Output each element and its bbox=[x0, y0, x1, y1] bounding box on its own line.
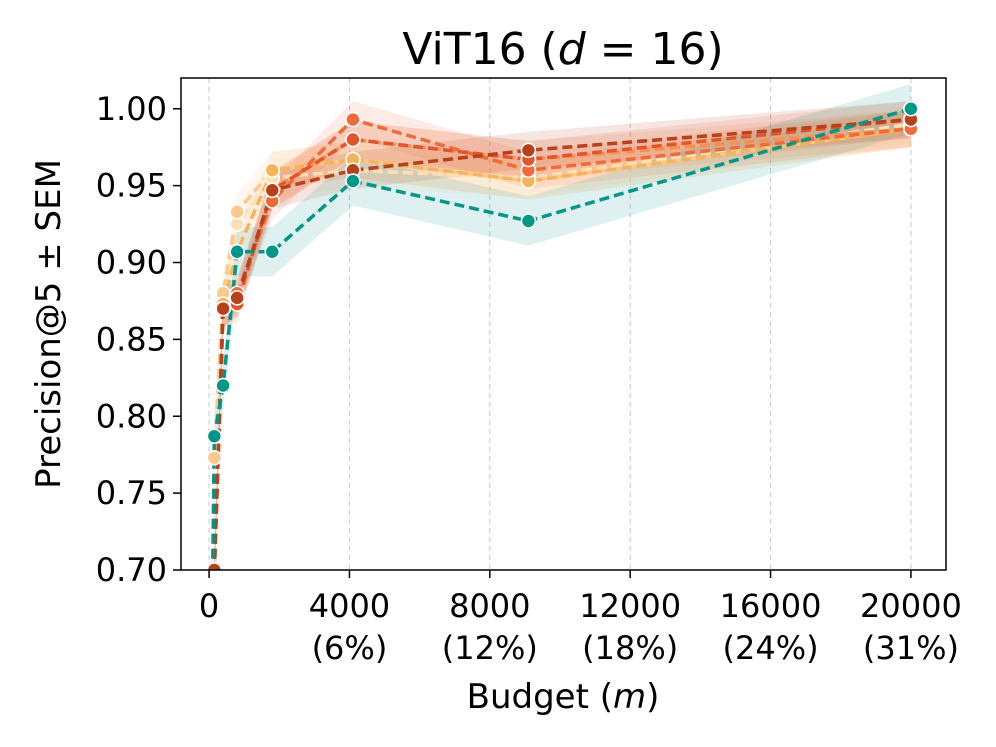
series-7-point bbox=[264, 182, 281, 199]
series-5-point bbox=[204, 717, 218, 731]
x-tick-label: 8000 bbox=[449, 587, 530, 625]
series-2-point bbox=[229, 203, 245, 220]
series-1-point bbox=[204, 717, 218, 731]
x-tick-label: 0 bbox=[199, 587, 219, 625]
x-axis-label: Budget (m) bbox=[467, 677, 660, 717]
y-tick-label: 0.75 bbox=[96, 474, 167, 512]
series-lines bbox=[210, 107, 912, 570]
series-8-point bbox=[903, 100, 919, 117]
series-3-point bbox=[264, 162, 281, 179]
series-1-error-band bbox=[213, 105, 911, 570]
series-5-error-band bbox=[213, 101, 911, 570]
x-tick-sublabel: (24%) bbox=[722, 629, 818, 667]
x-tick-sublabel: (18%) bbox=[582, 629, 678, 667]
series-6-point bbox=[204, 717, 218, 731]
series-6-point bbox=[345, 131, 361, 148]
plot-background bbox=[181, 78, 946, 570]
x-axis-ticks: 0 4000 (6%) 8000 (12%) 12000 (18%) 16000 (24%) 20… bbox=[199, 570, 962, 667]
error-bands bbox=[212, 84, 911, 570]
x-tick-sublabel: (12%) bbox=[442, 629, 538, 667]
series-8-point bbox=[215, 377, 231, 394]
series-7-point bbox=[206, 562, 223, 570]
y-tick-label: 0.70 bbox=[96, 551, 167, 589]
chart-title: ViT16 (d = 16) bbox=[402, 24, 723, 75]
y-tick-label: 0.85 bbox=[96, 320, 167, 358]
series-3-error-band bbox=[213, 110, 911, 570]
series-2-point bbox=[206, 449, 223, 466]
series-2-point bbox=[204, 717, 218, 731]
y-tick-label: 0.80 bbox=[96, 397, 167, 435]
series-7-line bbox=[212, 117, 912, 570]
series-8-point bbox=[520, 213, 537, 229]
series-8-point bbox=[204, 717, 218, 731]
x-tick-sublabel: (31%) bbox=[863, 629, 959, 667]
x-tick-label: 12000 bbox=[579, 587, 681, 625]
series-8-point bbox=[229, 243, 245, 260]
y-tick-label: 0.90 bbox=[96, 244, 167, 282]
series-2-error-band bbox=[212, 110, 911, 570]
series-8-point bbox=[264, 243, 281, 260]
series-8-line bbox=[210, 107, 912, 570]
series-5-point bbox=[345, 111, 361, 128]
plot-frame bbox=[180, 77, 947, 571]
y-axis-label: Precision@5 ± SEM bbox=[29, 159, 69, 489]
series-8-error-band bbox=[212, 84, 911, 570]
y-tick-label: 0.95 bbox=[96, 167, 167, 205]
series-8-point bbox=[206, 428, 223, 445]
series-8-point bbox=[345, 173, 361, 189]
y-tick-label: 1.00 bbox=[96, 90, 167, 128]
series-4-point bbox=[204, 717, 218, 731]
x-tick-label: 16000 bbox=[720, 587, 822, 625]
x-tick-label: 4000 bbox=[309, 587, 390, 625]
series-7-point bbox=[204, 717, 218, 731]
x-tick-sublabel: (6%) bbox=[312, 629, 388, 667]
series-points bbox=[204, 100, 919, 731]
series-7-point bbox=[229, 290, 245, 306]
series-7-point bbox=[215, 300, 231, 317]
y-axis-ticks: 0.70 0.75 0.80 0.85 0.90 0.95 1.00 bbox=[96, 90, 181, 589]
x-tick-label: 20000 bbox=[860, 587, 962, 625]
series-3-point bbox=[204, 717, 218, 731]
series-7-point bbox=[520, 142, 537, 159]
